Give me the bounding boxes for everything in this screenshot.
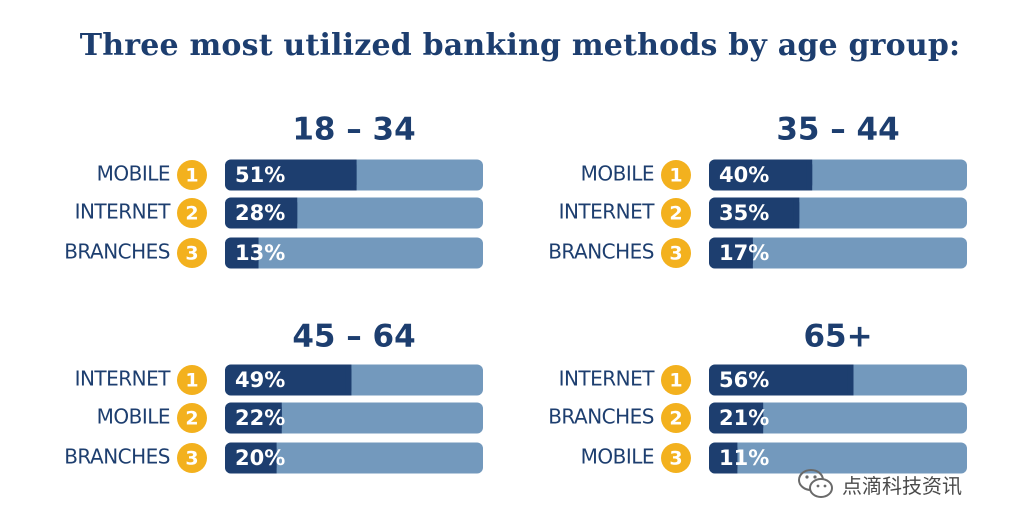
bar-value [225, 364, 352, 396]
rank-badge [661, 238, 691, 268]
rank-number: 2 [669, 203, 682, 225]
rank-badge [661, 403, 691, 433]
bar-value-edge [746, 237, 753, 269]
category-label: BRANCHES [548, 405, 654, 429]
category-label: MOBILE [97, 162, 170, 186]
rank-number: 1 [669, 165, 682, 187]
rank-number: 2 [669, 408, 682, 430]
bar-value [709, 402, 764, 434]
category-label: BRANCHES [548, 240, 654, 264]
rank-badge [661, 443, 691, 473]
bar-value [225, 197, 298, 229]
data-label: 51% [235, 163, 285, 187]
rank-badge [661, 365, 691, 395]
data-label: 22% [235, 406, 285, 430]
bar-value-edge [291, 197, 298, 229]
rank-number: 3 [669, 243, 682, 265]
bar-value [225, 237, 259, 269]
rank-badge [177, 403, 207, 433]
category-label: MOBILE [97, 405, 170, 429]
bar-value-edge [847, 364, 854, 396]
rank-badge [661, 160, 691, 190]
panel-title: 45 – 64 [292, 319, 415, 355]
bar-value [709, 159, 813, 191]
bar-value-edge [350, 159, 357, 191]
bar-value [225, 402, 282, 434]
data-label: 49% [235, 368, 285, 392]
panel-title: 35 – 44 [776, 112, 899, 148]
bar-value [225, 159, 357, 191]
rank-number: 3 [669, 448, 682, 470]
category-label: INTERNET [75, 367, 172, 391]
rank-number: 3 [185, 243, 198, 265]
rank-number: 2 [185, 408, 198, 430]
data-label: 20% [235, 446, 285, 470]
rank-badge [177, 238, 207, 268]
rank-number: 1 [185, 370, 198, 392]
data-label: 40% [719, 163, 769, 187]
bar-value-edge [345, 364, 352, 396]
watermark-text: 点滴科技资讯 [842, 474, 962, 498]
bar-value [709, 237, 753, 269]
panel-title: 65+ [803, 319, 872, 355]
wechat-icon [798, 469, 833, 498]
data-label: 35% [719, 201, 769, 225]
bar-value [709, 442, 738, 474]
rank-badge [177, 365, 207, 395]
bar-value-edge [275, 402, 282, 434]
rank-number: 3 [185, 448, 198, 470]
bar-track [709, 237, 967, 269]
panel-title: 18 – 34 [292, 112, 415, 148]
data-label: 13% [235, 241, 285, 265]
bar-value-edge [270, 442, 277, 474]
category-label: BRANCHES [64, 240, 170, 264]
category-label: MOBILE [581, 162, 654, 186]
bar-value-edge [793, 197, 800, 229]
category-label: INTERNET [75, 200, 172, 224]
data-label: 28% [235, 201, 285, 225]
bar-track [709, 402, 967, 434]
rank-number: 1 [185, 165, 198, 187]
category-label: BRANCHES [64, 445, 170, 469]
data-label: 17% [719, 241, 769, 265]
rank-badge [177, 443, 207, 473]
bar-value-edge [731, 442, 738, 474]
category-label: INTERNET [559, 367, 656, 391]
data-label: 11% [719, 446, 769, 470]
bar-value-edge [757, 402, 764, 434]
rank-number: 2 [185, 203, 198, 225]
bar-value-edge [252, 237, 259, 269]
bar-track [225, 402, 483, 434]
bar-track [225, 237, 483, 269]
bar-value [225, 442, 277, 474]
bar-value [709, 197, 800, 229]
category-label: MOBILE [581, 445, 654, 469]
bar-track [709, 442, 967, 474]
rank-number: 1 [669, 370, 682, 392]
data-label: 56% [719, 368, 769, 392]
rank-badge [661, 198, 691, 228]
rank-badge [177, 198, 207, 228]
rank-badge [177, 160, 207, 190]
bar-track [225, 442, 483, 474]
bar-value [709, 364, 854, 396]
bar-value-edge [806, 159, 813, 191]
category-label: INTERNET [559, 200, 656, 224]
chart-title: Three most utilized banking methods by a… [79, 28, 961, 63]
data-label: 21% [719, 406, 769, 430]
